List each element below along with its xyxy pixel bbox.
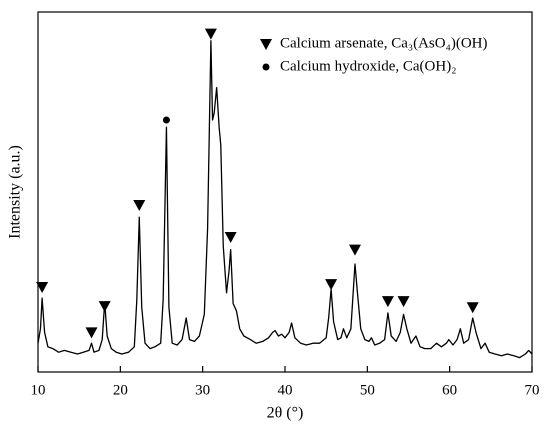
triangle-marker (381, 296, 394, 308)
triangle-marker (325, 279, 338, 291)
triangle-marker (98, 301, 111, 313)
legend-symbol (260, 39, 272, 50)
x-tick-label: 20 (113, 382, 128, 398)
xrd-pattern (37, 40, 533, 359)
legend-label: Calcium arsenate, Ca₃(AsO₄)(OH) (280, 35, 487, 51)
circle-marker (162, 116, 170, 124)
x-tick-label: 70 (525, 382, 540, 398)
x-tick-label: 40 (278, 382, 293, 398)
triangle-marker (85, 327, 98, 339)
triangle-marker (466, 302, 479, 314)
triangle-marker (133, 199, 146, 211)
legend-label: Calcium hydroxide, Ca(OH)₂ (280, 58, 456, 74)
x-tick-label: 30 (195, 382, 210, 398)
x-tick-label: 60 (442, 382, 457, 398)
triangle-marker (36, 282, 49, 294)
legend-symbol (262, 63, 270, 71)
y-axis-label: Intensity (a.u.) (7, 145, 24, 239)
x-tick-label: 50 (360, 382, 375, 398)
x-axis-label: 2θ (°) (267, 405, 304, 422)
x-tick-label: 10 (31, 382, 46, 398)
triangle-marker (397, 296, 410, 308)
triangle-marker (348, 244, 361, 256)
triangle-marker (224, 232, 237, 243)
triangle-marker (204, 28, 217, 40)
